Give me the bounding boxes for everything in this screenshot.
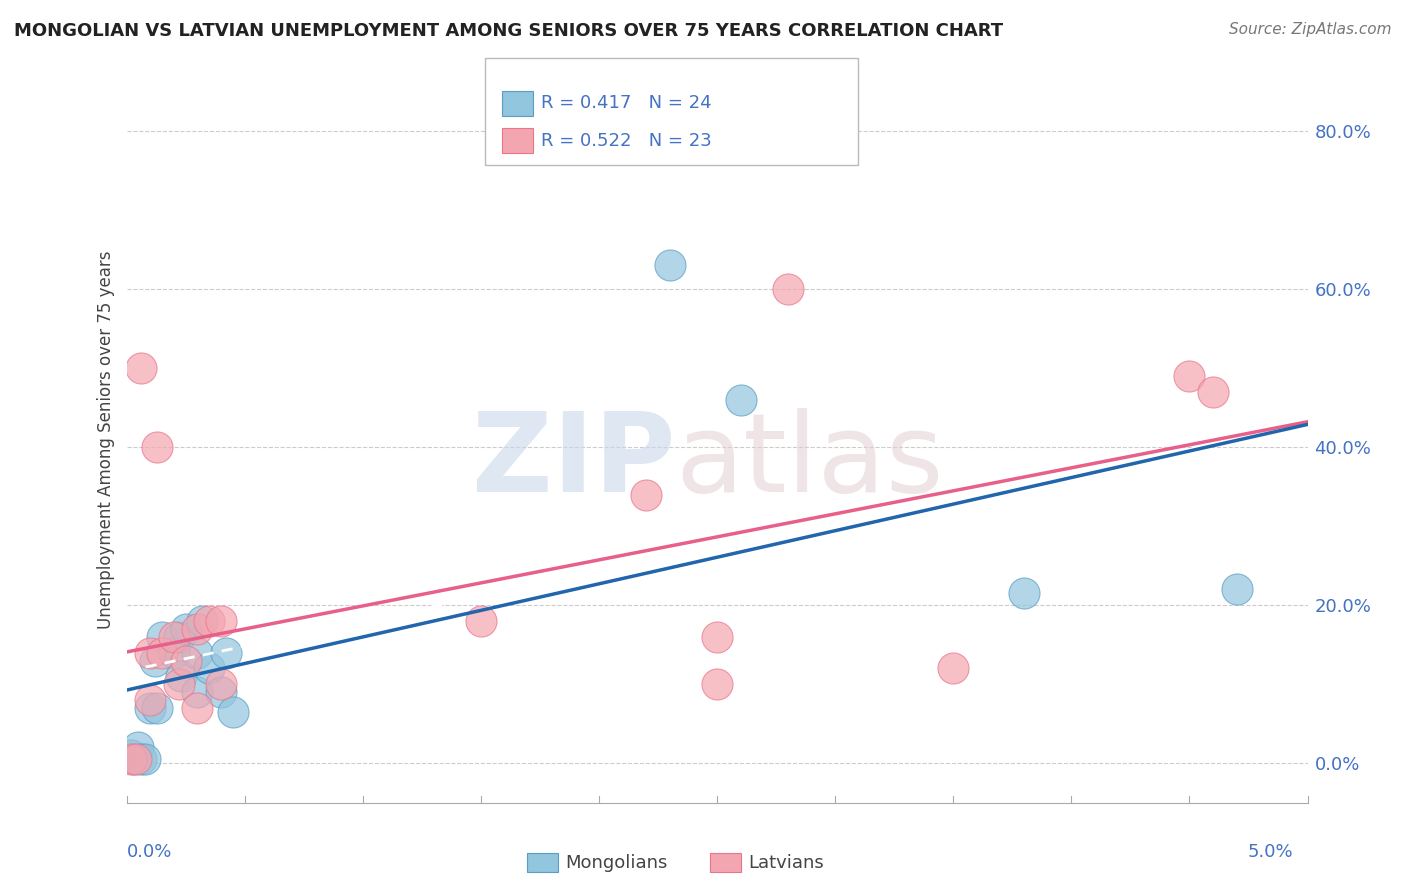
Point [191,614,214,628]
Point [209,614,232,628]
Point [222,705,245,719]
Point [186,646,208,660]
Point [215,646,238,660]
Point [186,701,208,715]
Point [198,661,221,675]
Point [139,693,162,707]
Text: Mongolians: Mongolians [565,854,668,871]
Point [139,646,162,660]
Point [706,630,728,644]
Text: R = 0.417   N = 24: R = 0.417 N = 24 [541,95,711,112]
Point [1178,369,1201,384]
Point [150,646,173,660]
Point [186,685,208,699]
Y-axis label: Unemployment Among Seniors over 75 years: Unemployment Among Seniors over 75 years [97,250,115,629]
Point [198,614,221,628]
Point [1226,582,1249,597]
Point [209,685,232,699]
Point [174,622,197,636]
Point [174,654,197,668]
Text: Source: ZipAtlas.com: Source: ZipAtlas.com [1229,22,1392,37]
Point [942,661,965,675]
Point [143,654,166,668]
Point [139,701,162,715]
Text: 5.0%: 5.0% [1249,843,1294,861]
Point [134,752,156,766]
Point [120,752,142,766]
Point [122,752,145,766]
Point [163,646,186,660]
Text: MONGOLIAN VS LATVIAN UNEMPLOYMENT AMONG SENIORS OVER 75 YEARS CORRELATION CHART: MONGOLIAN VS LATVIAN UNEMPLOYMENT AMONG … [14,22,1004,40]
Point [706,677,728,691]
Point [146,440,169,454]
Point [146,701,169,715]
Point [167,630,190,644]
Text: ZIP: ZIP [472,408,676,515]
Point [776,282,799,296]
Point [1202,384,1225,399]
Point [658,259,681,273]
Point [1012,586,1035,600]
Point [120,748,142,763]
Point [730,392,752,407]
Point [209,677,232,691]
Point [186,622,208,636]
Point [170,669,193,683]
Point [470,614,492,628]
Point [150,630,173,644]
Point [636,488,658,502]
Text: Latvians: Latvians [748,854,824,871]
Text: R = 0.522   N = 23: R = 0.522 N = 23 [541,132,711,150]
Point [129,752,152,766]
Point [167,677,190,691]
Point [163,630,186,644]
Point [127,740,149,755]
Text: atlas: atlas [676,408,945,515]
Point [129,361,152,376]
Text: 0.0%: 0.0% [127,843,172,861]
Point [125,752,148,766]
